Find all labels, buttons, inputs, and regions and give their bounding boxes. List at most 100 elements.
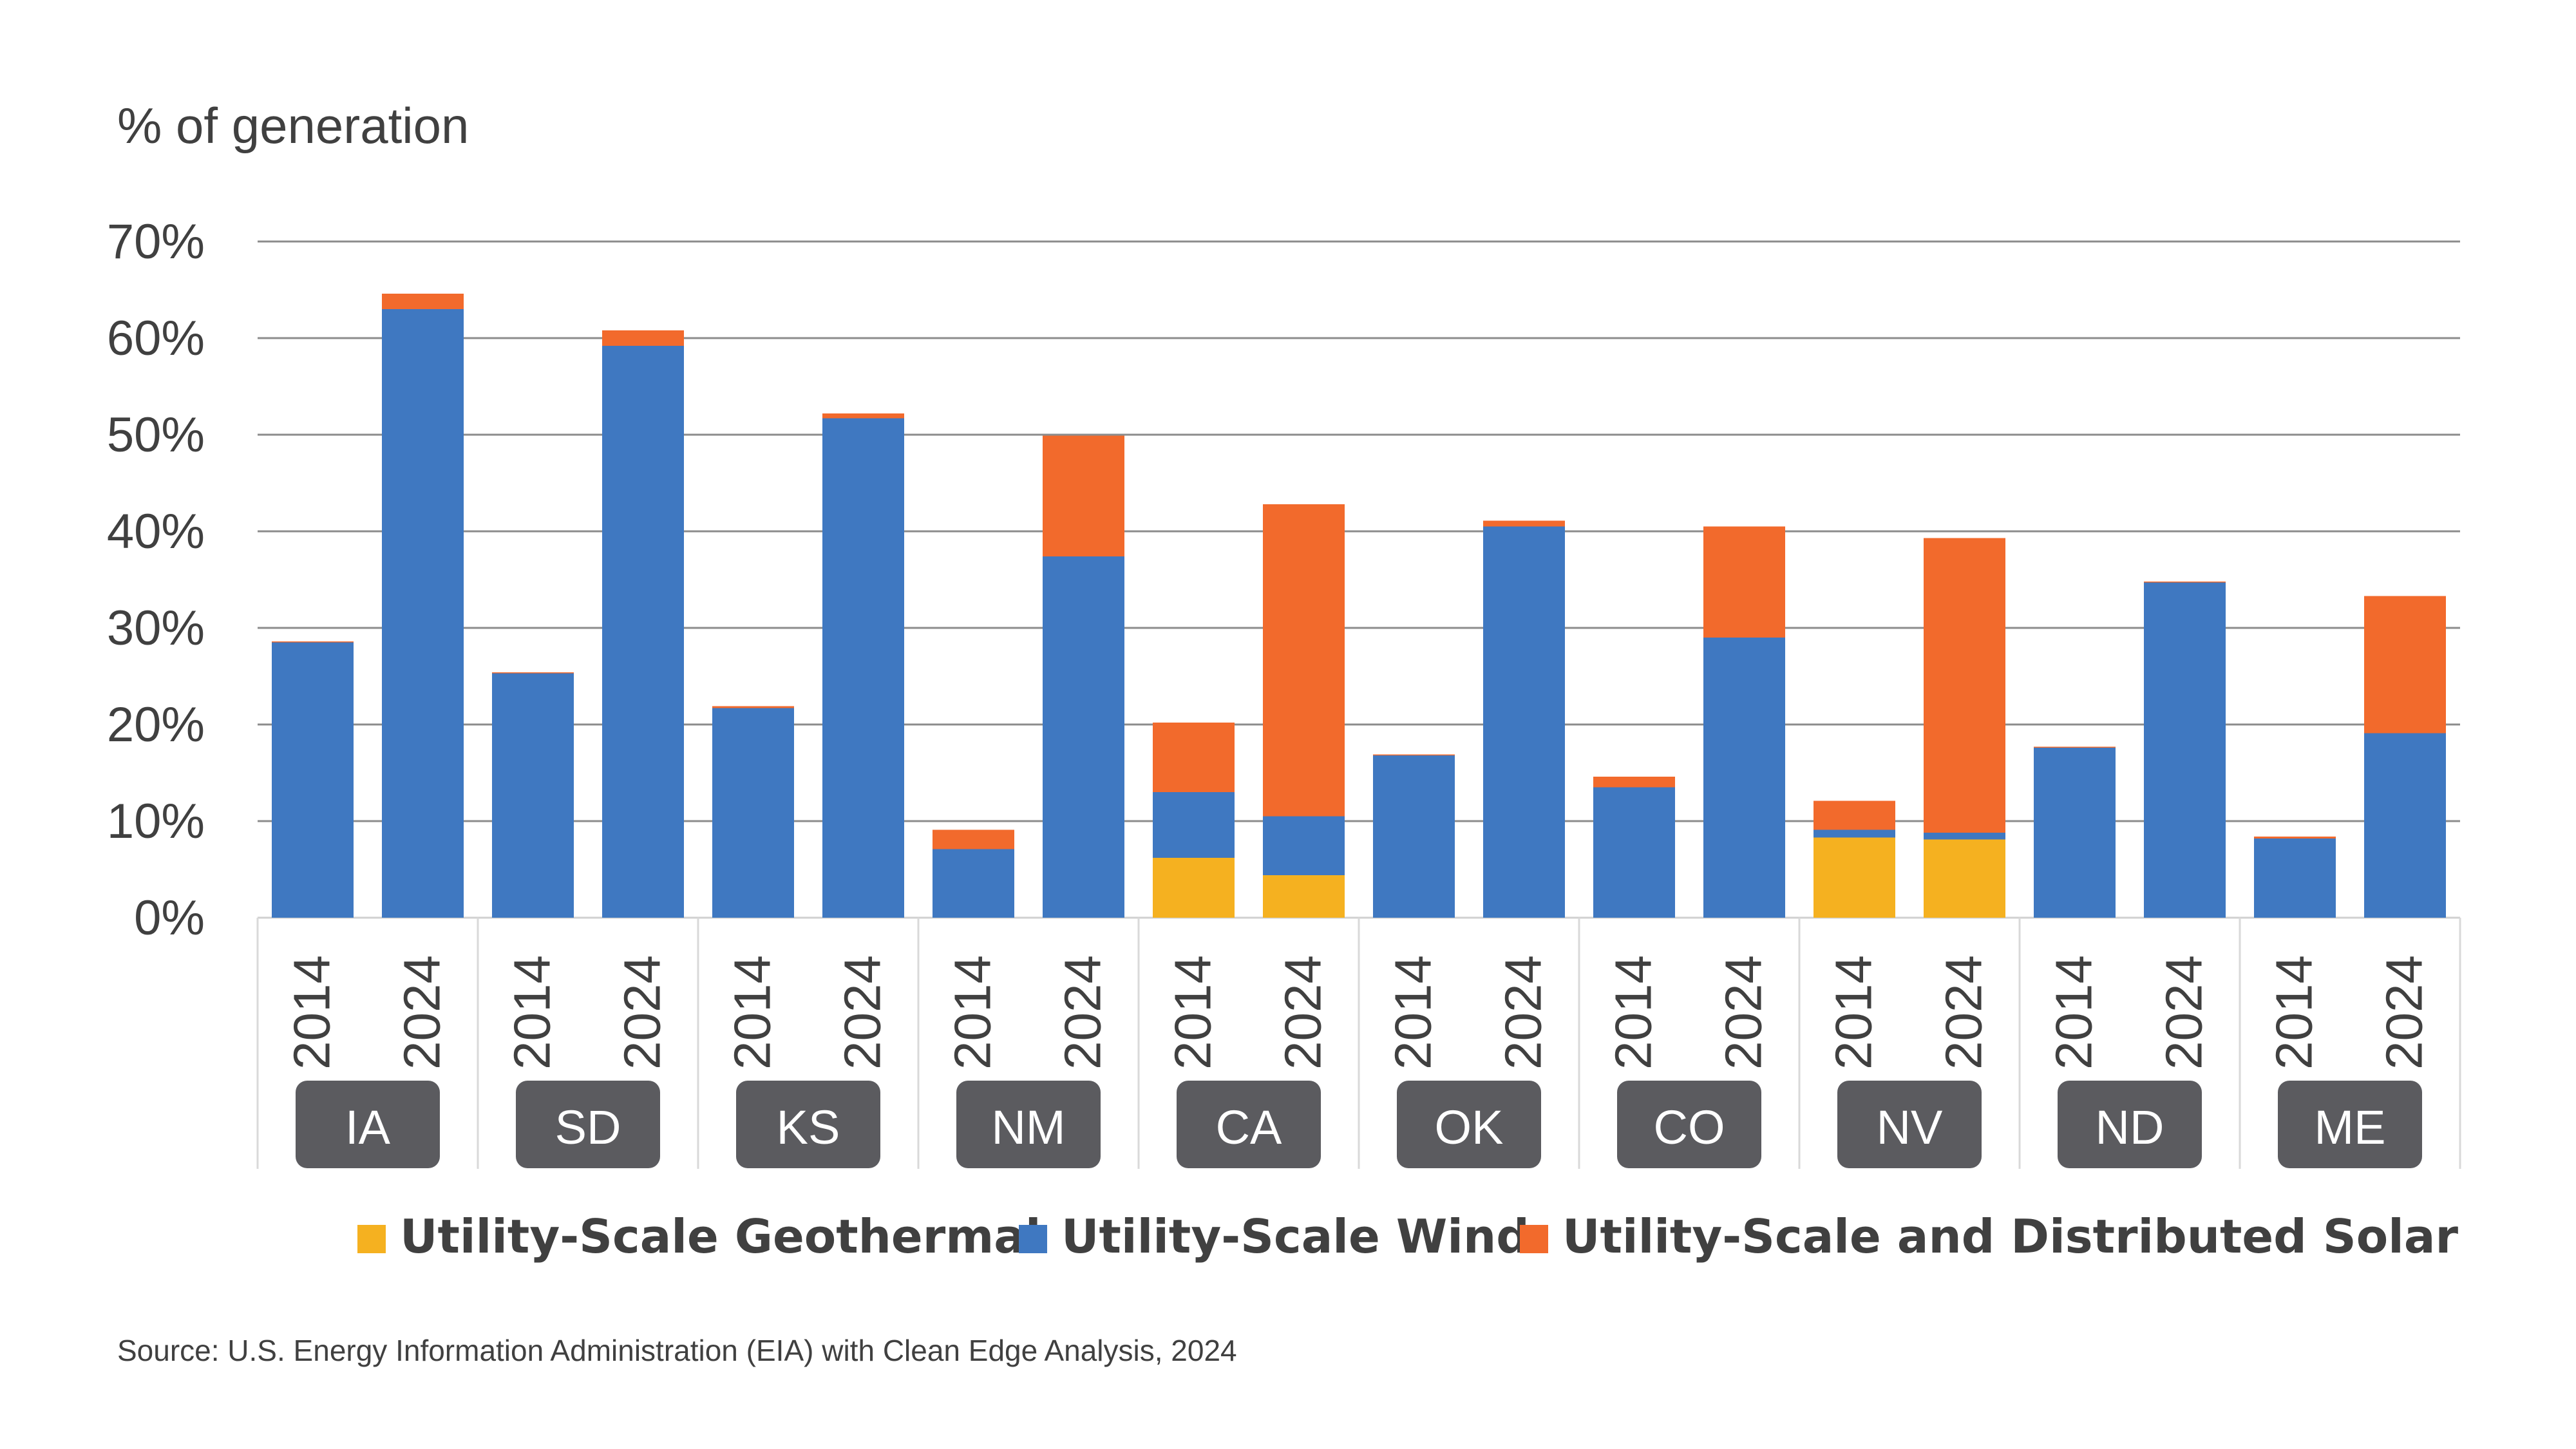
bar-segment — [492, 673, 574, 918]
bar-segment — [1924, 839, 2005, 918]
bar-segment — [1153, 723, 1235, 792]
year-label: 2024 — [834, 955, 891, 1070]
year-label: 2014 — [1605, 955, 1662, 1070]
y-axis-ticks: 0% 10% 20% 30% 40% 50% 60% 70% — [107, 214, 205, 945]
source-note: Source: U.S. Energy Information Administ… — [117, 1334, 1237, 1367]
bar-segment — [2144, 582, 2226, 918]
bar-segment — [382, 294, 464, 309]
bar-segment — [1373, 754, 1455, 755]
y-tick-label: 30% — [107, 601, 205, 656]
year-label: 2014 — [1825, 955, 1882, 1070]
bar-segment — [822, 413, 904, 419]
legend-swatch — [357, 1225, 386, 1253]
gridlines — [258, 240, 2460, 919]
year-label: 2024 — [2376, 955, 2433, 1070]
x-axis-frame — [256, 918, 2461, 1169]
y-tick-label: 10% — [107, 794, 205, 849]
y-tick-label: 0% — [134, 891, 205, 945]
legend: Utility-Scale Geothermal Utility-Scale Wi… — [357, 1209, 2458, 1264]
state-label: OK — [1435, 1101, 1504, 1154]
bar-segment — [1924, 833, 2005, 840]
bar-segment — [1483, 520, 1565, 527]
year-label: 2024 — [1054, 955, 1112, 1070]
bar-segment — [712, 708, 794, 918]
bar-segment — [492, 672, 574, 674]
bar-segment — [1263, 816, 1345, 875]
state-shape — [2058, 1081, 2202, 1168]
bar-segment — [1153, 858, 1235, 918]
year-label: 2014 — [724, 955, 781, 1070]
bar-segment — [382, 309, 464, 918]
legend-swatch — [1019, 1225, 1047, 1253]
bar-segment — [1043, 556, 1124, 918]
legend-label: Utility-Scale Wind — [1061, 1209, 1530, 1264]
bar-segment — [1373, 755, 1455, 918]
bar-segment — [272, 641, 354, 643]
bar-segment — [1483, 526, 1565, 918]
year-label: 2024 — [1274, 955, 1332, 1070]
bar-segment — [933, 849, 1014, 918]
y-axis-title: % of generation — [117, 97, 469, 154]
state-shape — [736, 1081, 880, 1168]
bar-segment — [1924, 538, 2005, 833]
state-shape — [956, 1081, 1101, 1168]
bar-segment — [1814, 837, 1895, 918]
state-shape — [2278, 1081, 2422, 1168]
state-label: NM — [991, 1101, 1065, 1154]
year-label: 2014 — [283, 955, 341, 1070]
bar-segment — [822, 418, 904, 918]
bar-segment — [2254, 838, 2336, 918]
state-shape — [1397, 1081, 1541, 1168]
state-label: CO — [1654, 1101, 1725, 1154]
bar-segment — [602, 346, 684, 918]
legend-swatch — [1520, 1225, 1548, 1253]
bar-segment — [2364, 596, 2446, 734]
y-tick-label: 70% — [107, 214, 205, 269]
year-label: 2014 — [2045, 955, 2103, 1070]
bar-segment — [1703, 526, 1785, 638]
y-tick-label: 50% — [107, 408, 205, 462]
year-label: 2024 — [2155, 955, 2213, 1070]
y-tick-label: 40% — [107, 504, 205, 559]
bar-segment — [1814, 829, 1895, 838]
bar-segment — [2034, 748, 2116, 918]
bar-segment — [1263, 875, 1345, 918]
bar-segment — [2364, 733, 2446, 918]
bar-segment — [272, 642, 354, 918]
year-label: 2024 — [1935, 955, 1993, 1070]
bar-segment — [2254, 837, 2336, 838]
bar-segment — [933, 829, 1014, 849]
state-shape — [516, 1081, 660, 1168]
state-label: NV — [1877, 1101, 1943, 1154]
state-label: KS — [777, 1101, 840, 1154]
bar-segment — [712, 706, 794, 708]
bar-segment — [602, 330, 684, 346]
state-shape — [1177, 1081, 1321, 1168]
year-label: 2024 — [1495, 955, 1552, 1070]
state-label: IA — [345, 1101, 391, 1154]
state-shape — [1617, 1081, 1761, 1168]
bar-segment — [1043, 435, 1124, 556]
year-label: 2014 — [1385, 955, 1442, 1070]
year-label: 2024 — [1715, 955, 1772, 1070]
bar-segment — [1814, 800, 1895, 830]
y-tick-label: 60% — [107, 311, 205, 366]
bars — [272, 294, 2446, 918]
bar-segment — [1593, 787, 1675, 918]
year-label: 2014 — [504, 955, 561, 1070]
bar-segment — [2144, 582, 2226, 583]
year-label: 2024 — [614, 955, 671, 1070]
bar-segment — [1263, 504, 1345, 817]
state-label: ME — [2315, 1101, 2386, 1154]
year-label: 2024 — [393, 955, 451, 1070]
state-label: ND — [2096, 1101, 2164, 1154]
bar-segment — [1703, 638, 1785, 918]
legend-label: Utility-Scale Geothermal — [400, 1209, 1041, 1264]
state-label: SD — [555, 1101, 621, 1154]
y-tick-label: 20% — [107, 697, 205, 752]
state-shape — [1837, 1081, 1982, 1168]
state-shape — [296, 1081, 440, 1168]
bar-segment — [1153, 792, 1235, 858]
